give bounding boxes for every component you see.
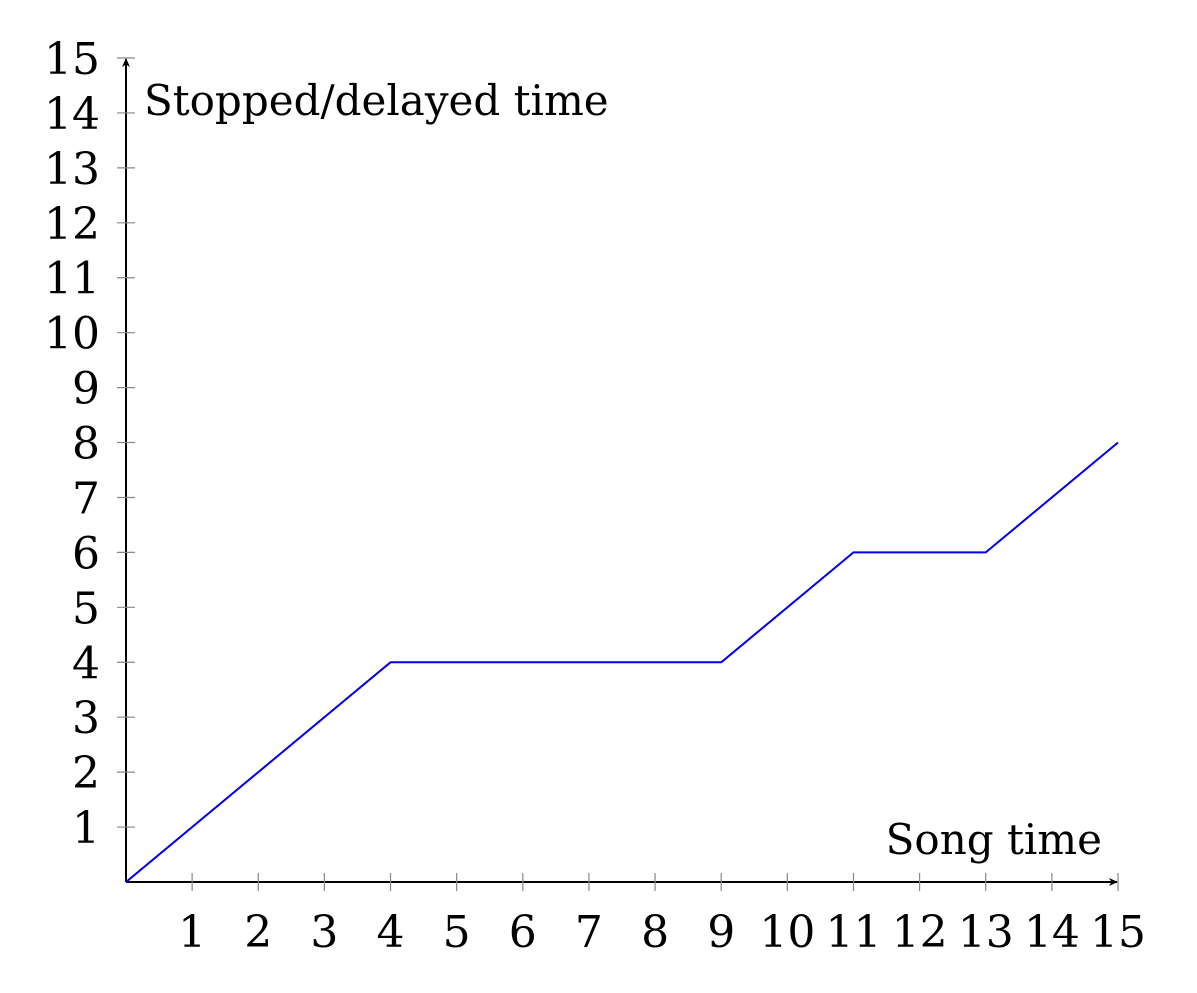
y-tick-label: 2 [72,748,100,799]
x-axis-label: Song time [886,815,1102,864]
x-tick-label: 6 [509,907,537,958]
y-tick-label: 4 [72,638,100,689]
x-tick-label: 15 [1090,907,1146,958]
y-tick-label: 3 [72,693,100,744]
axes [122,58,1118,886]
x-tick-label: 2 [244,907,272,958]
x-tick-label: 4 [377,907,405,958]
x-tick-label: 8 [641,907,669,958]
y-tick-label: 15 [44,34,100,85]
y-tick-label: 10 [44,309,100,360]
x-tick-label: 7 [575,907,603,958]
x-tick-label: 13 [958,907,1014,958]
y-tick-label: 11 [44,254,100,305]
x-tick-label: 10 [759,907,815,958]
series-line [125,441,1119,883]
y-tick-label: 5 [72,583,100,634]
x-tick-label: 5 [443,907,471,958]
y-axis-label: Stopped/delayed time [144,76,609,125]
x-tick-label: 9 [707,907,735,958]
y-tick-label: 7 [72,473,100,524]
y-tick-label: 13 [44,144,100,195]
y-tick-label: 1 [72,803,100,854]
x-tick-label: 14 [1024,907,1080,958]
x-tick-label: 11 [825,907,881,958]
x-tick-label: 12 [892,907,948,958]
x-tick-label: 3 [310,907,338,958]
series [125,441,1119,883]
ticks: 1 2 3 4 5 6 7 8 9 10 11 12 13 14 151234567891011121314… [44,34,1146,958]
y-tick-label: 14 [44,89,100,140]
y-tick-label: 6 [72,528,100,579]
y-tick-label: 12 [44,199,100,250]
x-tick-label: 1 [178,907,206,958]
y-tick-label: 9 [72,364,100,415]
y-tick-label: 8 [72,419,100,470]
